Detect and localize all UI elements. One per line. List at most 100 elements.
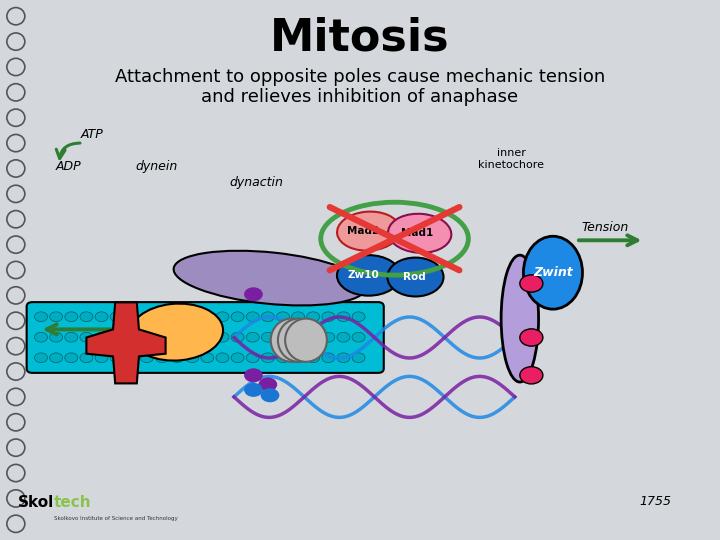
Circle shape [186, 353, 199, 363]
Circle shape [171, 312, 184, 321]
Circle shape [261, 312, 274, 321]
Text: tech: tech [54, 495, 91, 510]
Circle shape [95, 312, 108, 321]
Ellipse shape [501, 255, 539, 382]
Circle shape [337, 332, 350, 342]
Text: Attachment to opposite poles cause mechanic tension
and relieves inhibition of a: Attachment to opposite poles cause mecha… [115, 68, 605, 106]
Circle shape [244, 383, 263, 397]
Circle shape [125, 312, 138, 321]
Circle shape [201, 312, 214, 321]
Circle shape [65, 312, 78, 321]
Text: dynactin: dynactin [229, 176, 283, 190]
Circle shape [125, 353, 138, 363]
Circle shape [261, 388, 279, 402]
Circle shape [292, 332, 305, 342]
Circle shape [352, 332, 365, 342]
Circle shape [156, 332, 168, 342]
Circle shape [140, 353, 153, 363]
Text: dynein: dynein [135, 160, 178, 173]
Text: Tension: Tension [582, 221, 629, 234]
Circle shape [246, 312, 259, 321]
Circle shape [50, 353, 63, 363]
Circle shape [307, 332, 320, 342]
Circle shape [244, 287, 263, 301]
Circle shape [216, 353, 229, 363]
Text: 1755: 1755 [639, 495, 671, 508]
Text: ATP: ATP [81, 127, 104, 141]
Circle shape [95, 332, 108, 342]
Circle shape [110, 332, 123, 342]
Text: Rod: Rod [402, 272, 426, 282]
Text: ADP: ADP [55, 160, 81, 173]
FancyBboxPatch shape [27, 302, 384, 373]
Circle shape [201, 353, 214, 363]
Circle shape [231, 312, 244, 321]
Circle shape [520, 329, 543, 346]
Circle shape [246, 332, 259, 342]
Polygon shape [86, 302, 166, 383]
Circle shape [171, 332, 184, 342]
Circle shape [216, 332, 229, 342]
Circle shape [352, 312, 365, 321]
Text: Skol: Skol [18, 495, 54, 510]
Circle shape [337, 312, 350, 321]
Circle shape [322, 312, 335, 321]
Circle shape [80, 332, 93, 342]
Circle shape [125, 332, 138, 342]
Circle shape [80, 353, 93, 363]
Ellipse shape [388, 214, 451, 253]
Circle shape [140, 332, 153, 342]
Circle shape [322, 353, 335, 363]
Circle shape [520, 275, 543, 292]
Circle shape [186, 312, 199, 321]
Circle shape [216, 312, 229, 321]
Circle shape [50, 312, 63, 321]
Ellipse shape [523, 237, 582, 309]
Circle shape [261, 332, 274, 342]
Circle shape [201, 332, 214, 342]
Circle shape [520, 367, 543, 384]
Circle shape [110, 312, 123, 321]
Circle shape [337, 353, 350, 363]
Text: Zwint: Zwint [533, 266, 573, 279]
Text: Mad2: Mad2 [348, 226, 379, 236]
Ellipse shape [387, 258, 444, 296]
Circle shape [292, 312, 305, 321]
Circle shape [65, 353, 78, 363]
Circle shape [35, 312, 48, 321]
Circle shape [258, 377, 277, 392]
Circle shape [276, 312, 289, 321]
Circle shape [292, 353, 305, 363]
Circle shape [35, 353, 48, 363]
Circle shape [35, 332, 48, 342]
Circle shape [261, 353, 274, 363]
Text: Mitosis: Mitosis [270, 16, 450, 59]
Text: inner
kinetochore: inner kinetochore [478, 148, 544, 170]
Circle shape [276, 353, 289, 363]
Circle shape [307, 312, 320, 321]
Circle shape [156, 353, 168, 363]
Ellipse shape [130, 303, 223, 361]
Text: Zw10: Zw10 [348, 271, 379, 280]
Circle shape [65, 332, 78, 342]
Circle shape [307, 353, 320, 363]
Circle shape [186, 332, 199, 342]
Ellipse shape [337, 255, 400, 295]
Circle shape [231, 332, 244, 342]
Ellipse shape [337, 212, 400, 251]
Circle shape [95, 353, 108, 363]
Circle shape [156, 312, 168, 321]
Text: Skolkovo Institute of Science and Technology: Skolkovo Institute of Science and Techno… [54, 516, 178, 521]
Circle shape [244, 368, 263, 382]
Circle shape [50, 332, 63, 342]
Ellipse shape [174, 251, 366, 306]
Ellipse shape [271, 319, 312, 362]
Ellipse shape [285, 319, 327, 362]
Circle shape [140, 312, 153, 321]
Circle shape [110, 353, 123, 363]
Circle shape [171, 353, 184, 363]
Circle shape [322, 332, 335, 342]
Circle shape [276, 332, 289, 342]
Circle shape [352, 353, 365, 363]
Ellipse shape [278, 319, 320, 362]
